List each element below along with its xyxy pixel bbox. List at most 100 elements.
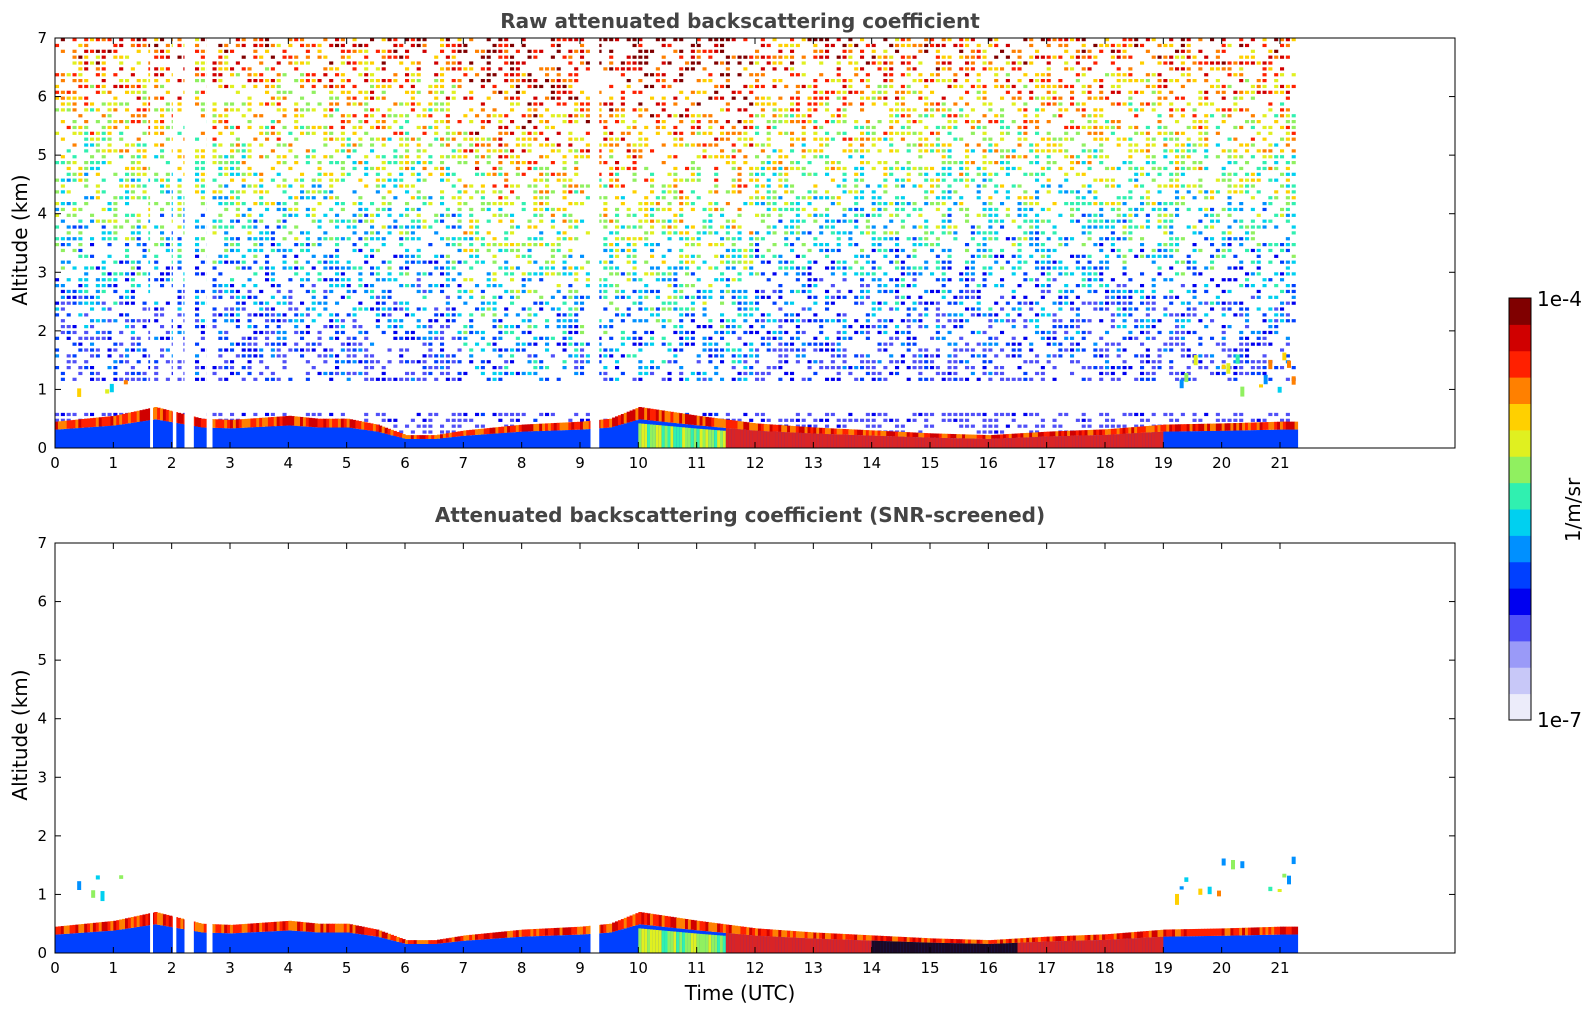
noise-cell [597,336,602,340]
noise-cell [1245,360,1250,364]
noise-cell [737,272,742,276]
noise-cell [1145,213,1150,217]
noise-cell [696,371,701,376]
noise-cell [930,231,935,235]
noise-cell [941,248,946,253]
noise-cell [125,213,130,217]
noise-cell [650,190,655,194]
noise-cell [329,354,334,358]
noise-cell [358,202,363,206]
noise-cell [510,325,515,329]
noise-cell [965,307,970,311]
noise-cell [224,166,229,171]
noise-cell [720,225,725,229]
noise-cell [1151,307,1156,311]
noise-cell [1040,313,1045,317]
noise-cell [1245,248,1250,253]
noise-cell [1046,313,1051,317]
noise-cell [218,354,223,358]
noise-cell [819,342,824,346]
noise-cell [597,289,602,294]
noise-cell [422,366,427,370]
noise-cell [492,243,497,247]
noise-cell [510,219,515,223]
noise-cell [545,178,550,182]
noise-cell [953,354,958,358]
noise-cell [253,184,258,188]
noise-cell [626,166,631,171]
noise-cell [1064,301,1069,305]
noise-cell [1250,225,1255,229]
noise-cell [994,213,999,217]
noise-cell [1110,278,1115,282]
noise-cell [521,202,526,206]
noise-cell [457,202,462,206]
noise-cell [1227,325,1232,329]
noise-cell [381,237,386,241]
noise-cell [480,313,485,317]
noise-cell [766,178,771,182]
noise-cell [1099,202,1104,206]
noise-cell [1105,348,1110,352]
noise-cell [568,178,573,182]
noise-cell [84,412,89,417]
noise-cell [1163,313,1168,317]
noise-cell [871,213,876,217]
noise-cell [830,225,835,229]
noise-cell [125,325,130,329]
noise-cell [422,354,427,358]
noise-cell [1210,371,1215,376]
noise-cell [965,278,970,282]
noise-cell [486,307,491,311]
noise-cell [854,354,859,358]
noise-cell [317,330,322,335]
noise-cell [294,213,299,217]
noise-cell [906,172,911,176]
noise-cell [714,278,719,282]
noise-cell [1180,184,1185,188]
noise-cell [545,266,550,270]
noise-cell [562,366,567,370]
noise-cell [877,342,882,346]
noise-cell [568,319,573,323]
noise-cell [661,325,666,329]
noise-cell [475,330,480,335]
noise-cell [1029,307,1034,311]
noise-cell [346,342,351,346]
noise-cell [725,202,730,206]
noise-cell [568,219,573,223]
noise-cell [1116,342,1121,346]
noise-cell [1280,307,1285,311]
noise-cell [1122,284,1127,288]
noise-cell [230,313,235,317]
noise-cell [1140,412,1145,417]
noise-cell [160,184,165,188]
noise-cell [825,336,830,340]
noise-cell [463,202,468,206]
noise-cell [1093,278,1098,282]
noise-cell [1058,295,1063,299]
noise-cell [1192,295,1197,299]
noise-cell [90,266,95,270]
noise-cell [813,418,818,422]
noise-cell [335,336,340,340]
noise-cell [626,243,631,247]
noise-cell [305,248,310,253]
noise-cell [953,313,958,317]
noise-cell [311,342,316,346]
noise-cell [1064,295,1069,299]
noise-cell [988,319,993,323]
noise-cell [480,295,485,299]
noise-cell [270,272,275,276]
noise-cell [959,319,964,323]
noise-cell [1227,225,1232,229]
noise-cell [673,166,678,171]
noise-cell [323,213,328,217]
noise-cell [708,412,713,417]
noise-cell [819,366,824,370]
noise-cell [300,196,305,200]
noise-cell [1081,412,1086,417]
noise-cell [632,260,637,264]
noise-cell [1128,248,1133,253]
noise-cell [1093,190,1098,194]
